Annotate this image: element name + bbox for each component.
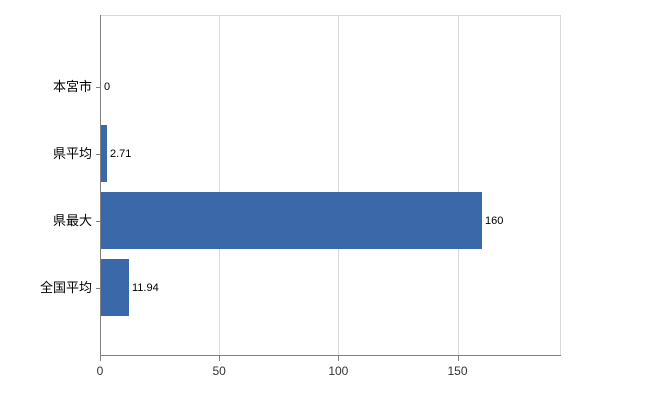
bar-value-label-0: 0 xyxy=(104,81,111,93)
x-tick-mark-50 xyxy=(219,356,221,361)
gridline-x-150 xyxy=(457,15,459,355)
category-label-1: 県平均 xyxy=(52,146,92,161)
y-axis-line xyxy=(100,15,101,355)
category-label-3: 全国平均 xyxy=(39,280,92,295)
bar-2 xyxy=(101,192,482,249)
bar-value-label-1: 2.71 xyxy=(110,148,132,160)
bar-3 xyxy=(101,259,129,316)
x-tick-label-100: 100 xyxy=(328,364,349,378)
gridline-x-50 xyxy=(219,15,221,355)
x-tick-mark-100 xyxy=(338,356,340,361)
y-tick-mark-3 xyxy=(96,288,100,289)
x-tick-label-150: 150 xyxy=(447,364,468,378)
y-tick-mark-2 xyxy=(96,221,100,222)
plot-border-right xyxy=(560,15,561,355)
bar-value-label-3: 11.94 xyxy=(132,282,159,294)
category-label-2: 県最大 xyxy=(52,213,92,228)
gridline-x-100 xyxy=(338,15,340,355)
y-tick-mark-1 xyxy=(96,154,100,155)
x-tick-mark-150 xyxy=(457,356,459,361)
x-tick-label-0: 0 xyxy=(96,364,104,378)
x-axis-line xyxy=(100,355,561,356)
x-tick-mark-0 xyxy=(100,356,101,361)
x-tick-label-50: 50 xyxy=(212,364,226,378)
plot-border-top xyxy=(100,15,560,16)
bar-1 xyxy=(101,125,107,182)
bar-value-label-2: 160 xyxy=(485,215,504,227)
category-label-0: 本宮市 xyxy=(52,79,92,94)
y-tick-mark-0 xyxy=(96,87,100,88)
